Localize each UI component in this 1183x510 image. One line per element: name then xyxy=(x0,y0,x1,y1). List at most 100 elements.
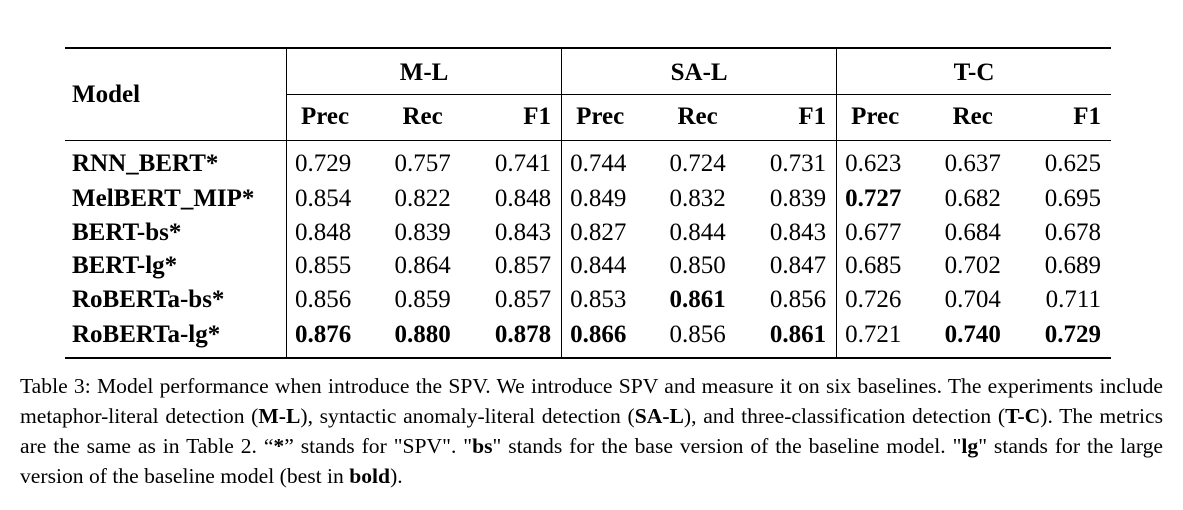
metric-value-cell: 0.844 xyxy=(669,218,726,246)
model-name-cell: RoBERTa-bs* xyxy=(72,286,225,314)
table-row: RoBERTa-lg* 0.876 0.880 0.878 0.866 0.856 0.86… xyxy=(65,316,1111,359)
metric-value-cell: 0.850 xyxy=(669,252,726,280)
metric-value-cell: 0.866 xyxy=(561,316,657,359)
caption-bold: lg xyxy=(961,434,979,458)
metric-value-cell: 0.678 xyxy=(1044,218,1101,246)
metric-value-cell: 0.702 xyxy=(944,252,1001,280)
metric-value-cell: 0.741 xyxy=(494,150,552,177)
model-column-header: Model xyxy=(72,81,141,108)
metric-value-cell: 0.744 xyxy=(561,140,657,182)
caption-text: ), syntactic anomaly-literal detection ( xyxy=(300,404,635,428)
caption-text: ” stands for "SPV". " xyxy=(284,434,473,458)
metric-value-cell: 0.677 xyxy=(836,215,932,250)
metric-value-cell: 0.727 xyxy=(836,182,932,216)
metric-header-prec: Prec xyxy=(836,101,932,141)
metric-value-cell: 0.844 xyxy=(561,249,657,283)
metric-header-rec: Rec xyxy=(402,103,443,130)
metric-value-cell: 0.847 xyxy=(769,252,827,280)
metric-value-cell: 0.726 xyxy=(836,282,932,317)
metric-value-cell: 0.856 xyxy=(286,282,382,317)
metric-header-f1: F1 xyxy=(1073,103,1101,130)
metric-header-f1: F1 xyxy=(523,103,552,130)
metric-value-cell: 0.729 xyxy=(1044,321,1101,349)
metric-value-cell: 0.880 xyxy=(394,321,451,349)
metric-value-cell: 0.848 xyxy=(494,185,552,213)
metric-value-cell: 0.724 xyxy=(669,150,726,177)
metric-value-cell: 0.822 xyxy=(394,185,451,213)
group-header-t-c: T-C xyxy=(836,48,1111,101)
metric-value-cell: 0.857 xyxy=(494,252,552,280)
metric-value-cell: 0.637 xyxy=(944,150,1001,177)
table-row: MelBERT_MIP* 0.854 0.822 0.848 0.849 0.832 0.8… xyxy=(65,182,1111,216)
metric-value-cell: 0.876 xyxy=(286,316,382,359)
caption-bold: bs xyxy=(472,434,493,458)
model-name-cell: BERT-bs* xyxy=(72,218,182,246)
metric-value-cell: 0.689 xyxy=(1044,252,1101,280)
metric-value-cell: 0.685 xyxy=(836,249,932,283)
group-header-sa-l: SA-L xyxy=(561,48,837,101)
table-row: BERT-lg* 0.855 0.864 0.857 0.844 0.850 0.847 0.… xyxy=(65,249,1111,283)
metric-value-cell: 0.827 xyxy=(561,215,657,250)
metric-value-cell: 0.695 xyxy=(1044,185,1101,213)
metric-value-cell: 0.839 xyxy=(394,218,451,246)
model-name-cell: RNN_BERT* xyxy=(72,150,219,177)
metric-value-cell: 0.861 xyxy=(769,321,827,349)
metric-value-cell: 0.856 xyxy=(669,321,726,349)
table-row: BERT-bs* 0.848 0.839 0.843 0.827 0.844 0.843 0.… xyxy=(65,215,1111,250)
metric-value-cell: 0.849 xyxy=(561,182,657,216)
metric-value-cell: 0.704 xyxy=(944,286,1001,314)
caption-bold: M-L xyxy=(258,404,301,428)
metric-value-cell: 0.857 xyxy=(494,286,552,314)
metric-value-cell: 0.843 xyxy=(494,218,552,246)
model-name-cell: MelBERT_MIP* xyxy=(72,185,255,213)
metric-value-cell: 0.878 xyxy=(494,321,552,349)
caption-text: " stands for the base version of the bas… xyxy=(492,434,962,458)
caption-text: " stands for the large version of the ba… xyxy=(20,434,1164,488)
metric-value-cell: 0.757 xyxy=(394,150,451,177)
metric-value-cell: 0.854 xyxy=(286,182,382,216)
caption-text: ), and three-classification detection ( xyxy=(683,404,1006,428)
model-name-cell: RoBERTa-lg* xyxy=(72,321,221,349)
caption-text: ). The metrics are the same as in Table … xyxy=(20,404,1163,458)
model-name-cell: BERT-lg* xyxy=(72,252,178,280)
group-label-m-l: M-L xyxy=(287,60,562,95)
caption-bold: bold xyxy=(349,464,391,488)
caption-text: Table 3: Model performance when introduc… xyxy=(20,374,1163,428)
table-caption: Table 3: Model performance when introduc… xyxy=(20,371,1163,491)
results-table-container: Model M-L SA-L T-C Prec Rec F1 Prec Rec … xyxy=(65,47,1111,359)
metric-value-cell: 0.856 xyxy=(769,286,827,314)
caption-text: ). xyxy=(390,464,403,488)
metric-header-prec: Prec xyxy=(286,101,382,141)
metric-header-prec: Prec xyxy=(561,101,657,141)
caption-bold: SA-L xyxy=(634,404,684,428)
metric-value-cell: 0.729 xyxy=(286,140,382,182)
metric-header-rec: Rec xyxy=(952,103,993,130)
metric-value-cell: 0.843 xyxy=(769,218,827,246)
metric-value-cell: 0.623 xyxy=(836,140,932,182)
metric-value-cell: 0.684 xyxy=(944,218,1001,246)
caption-bold: T-C xyxy=(1005,404,1041,428)
results-table: Model M-L SA-L T-C Prec Rec F1 Prec Rec … xyxy=(65,47,1111,359)
metric-value-cell: 0.848 xyxy=(286,215,382,250)
table-row: RNN_BERT* 0.729 0.757 0.741 0.744 0.724 0.731 0… xyxy=(65,140,1111,182)
metric-value-cell: 0.855 xyxy=(286,249,382,283)
metric-value-cell: 0.682 xyxy=(944,185,1001,213)
metric-value-cell: 0.625 xyxy=(1044,150,1101,177)
metric-value-cell: 0.740 xyxy=(944,321,1001,349)
metric-value-cell: 0.859 xyxy=(394,286,451,314)
metric-value-cell: 0.711 xyxy=(1045,286,1101,314)
metric-value-cell: 0.832 xyxy=(669,185,726,213)
metric-value-cell: 0.853 xyxy=(561,282,657,317)
metric-header-rec: Rec xyxy=(677,103,718,130)
metric-value-cell: 0.721 xyxy=(836,316,932,359)
group-header-m-l: M-L xyxy=(285,48,562,101)
metric-value-cell: 0.839 xyxy=(769,185,827,213)
caption-bold: * xyxy=(273,434,285,458)
metric-value-cell: 0.731 xyxy=(769,150,827,177)
group-label-t-c: T-C xyxy=(837,60,1111,95)
group-label-sa-l: SA-L xyxy=(562,60,837,95)
results-table-body: RNN_BERT* 0.729 0.757 0.741 0.744 0.724 0.731 0… xyxy=(65,140,1111,359)
metric-header-f1: F1 xyxy=(798,103,827,130)
table-row: RoBERTa-bs* 0.856 0.859 0.857 0.853 0.861 0.85… xyxy=(65,282,1111,317)
metric-value-cell: 0.861 xyxy=(669,286,726,314)
